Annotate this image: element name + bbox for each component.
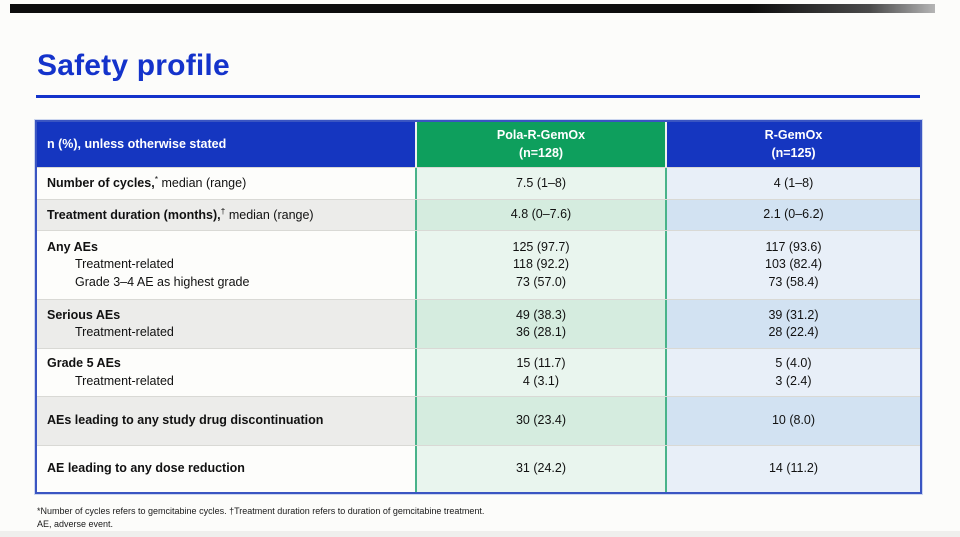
- row-label: AE leading to any dose reduction: [47, 461, 245, 476]
- row-label-cell: Serious AEs Treatment-related: [37, 300, 415, 348]
- pola-value-cell: 49 (38.3) 36 (28.1): [415, 300, 667, 348]
- value: 39 (31.2): [768, 307, 819, 322]
- table-header-row: n (%), unless otherwise stated Pola-R-Ge…: [37, 122, 920, 167]
- row-label: Any AEs: [47, 240, 98, 255]
- title-underline: [36, 95, 920, 98]
- row-label: AEs leading to any study drug discontinu…: [47, 413, 324, 428]
- table-row: Treatment duration (months),† median (ra…: [37, 199, 920, 230]
- row-label: Treatment duration (months),† median (ra…: [47, 205, 314, 222]
- rgemox-value-cell: 10 (8.0): [667, 397, 920, 445]
- row-label-cell: AEs leading to any study drug discontinu…: [37, 397, 415, 445]
- header-rgemox-cell: R-GemOx (n=125): [667, 122, 920, 167]
- table-row: Serious AEs Treatment-related 49 (38.3) 36 …: [37, 299, 920, 348]
- table-row: AEs leading to any study drug discontinu…: [37, 396, 920, 445]
- row-label: Serious AEs: [47, 307, 121, 322]
- value: 73 (57.0): [515, 274, 567, 289]
- value: 5 (4.0): [775, 356, 812, 371]
- pola-value-cell: 31 (24.2): [415, 446, 667, 492]
- value: 117 (93.6): [765, 240, 822, 255]
- rgemox-value-cell: 14 (11.2): [667, 446, 920, 492]
- value: 31 (24.2): [515, 461, 567, 476]
- row-sublabel: Treatment-related: [75, 373, 174, 388]
- footnote-marker: *: [154, 174, 158, 185]
- bottom-edge-strip: [0, 531, 960, 537]
- row-sublabel: Treatment-related: [75, 325, 174, 339]
- value: 14 (11.2): [768, 461, 819, 476]
- pola-value-cell: 15 (11.7) 4 (3.1): [415, 349, 667, 396]
- header-label-cell: n (%), unless otherwise stated: [47, 136, 227, 151]
- footnote: *Number of cycles refers to gemcitabine …: [37, 505, 484, 530]
- value: 30 (23.4): [515, 413, 567, 428]
- value: 4.8 (0–7.6): [510, 207, 572, 222]
- value: 36 (28.1): [515, 325, 567, 339]
- pola-value-cell: 125 (97.7) 118 (92.2) 73 (57.0): [415, 231, 667, 299]
- table-body: Number of cycles,* median (range) 7.5 (1–…: [37, 167, 920, 492]
- arm-n: (n=125): [771, 145, 816, 160]
- value: 4 (1–8): [773, 175, 814, 190]
- value: 125 (97.7): [512, 240, 570, 255]
- slide-title: Safety profile: [37, 49, 230, 82]
- value: 73 (58.4): [768, 274, 819, 289]
- value: 3 (2.4): [775, 373, 812, 388]
- value: 103 (82.4): [765, 257, 822, 272]
- table-row: Grade 5 AEs Treatment-related 15 (11.7) 4 (…: [37, 348, 920, 396]
- row-label: Grade 5 AEs: [47, 356, 121, 371]
- row-label-cell: Number of cycles,* median (range): [37, 168, 415, 199]
- rgemox-value-cell: 5 (4.0) 3 (2.4): [667, 349, 920, 396]
- footnote-line-1: *Number of cycles refers to gemcitabine …: [37, 506, 485, 516]
- table-row: Number of cycles,* median (range) 7.5 (1–…: [37, 167, 920, 199]
- safety-table: n (%), unless otherwise stated Pola-R-Ge…: [35, 120, 922, 494]
- arm-n: (n=128): [518, 145, 564, 160]
- pola-value-cell: 4.8 (0–7.6): [415, 200, 667, 230]
- rgemox-value-cell: 39 (31.2) 28 (22.4): [667, 300, 920, 348]
- row-sublabel: Treatment-related: [75, 257, 174, 272]
- pola-value-cell: 30 (23.4): [415, 397, 667, 445]
- rgemox-value-cell: 4 (1–8): [667, 168, 920, 199]
- rgemox-value-cell: 2.1 (0–6.2): [667, 200, 920, 230]
- value: 49 (38.3): [515, 307, 567, 322]
- row-sublabel: Grade 3–4 AE as highest grade: [75, 274, 250, 289]
- table-row: Any AEs Treatment-related Grade 3–4 AE as …: [37, 230, 920, 299]
- value: 28 (22.4): [768, 325, 819, 339]
- arm-name: R-GemOx: [764, 128, 823, 143]
- row-label-cell: Grade 5 AEs Treatment-related: [37, 349, 415, 396]
- value: 4 (3.1): [522, 373, 560, 388]
- row-label: Number of cycles,* median (range): [47, 174, 247, 191]
- table-row: AE leading to any dose reduction 31 (24.2…: [37, 445, 920, 492]
- row-label-cell: Any AEs Treatment-related Grade 3–4 AE as …: [37, 231, 415, 299]
- row-label-cell: Treatment duration (months),† median (ra…: [37, 200, 415, 230]
- pola-value-cell: 7.5 (1–8): [415, 168, 667, 199]
- value: 2.1 (0–6.2): [763, 207, 824, 222]
- value: 10 (8.0): [771, 413, 816, 428]
- value: 7.5 (1–8): [515, 175, 567, 190]
- rgemox-value-cell: 117 (93.6) 103 (82.4) 73 (58.4): [667, 231, 920, 299]
- value: 15 (11.7): [516, 356, 566, 371]
- header-pola-cell: Pola-R-GemOx (n=128): [415, 122, 667, 167]
- value: 118 (92.2): [512, 257, 570, 272]
- footnote-line-2: AE, adverse event.: [37, 518, 114, 529]
- footnote-marker: †: [220, 205, 226, 216]
- arm-name: Pola-R-GemOx: [496, 128, 586, 143]
- letterbox-bar: [10, 4, 935, 13]
- row-label-cell: AE leading to any dose reduction: [37, 446, 415, 492]
